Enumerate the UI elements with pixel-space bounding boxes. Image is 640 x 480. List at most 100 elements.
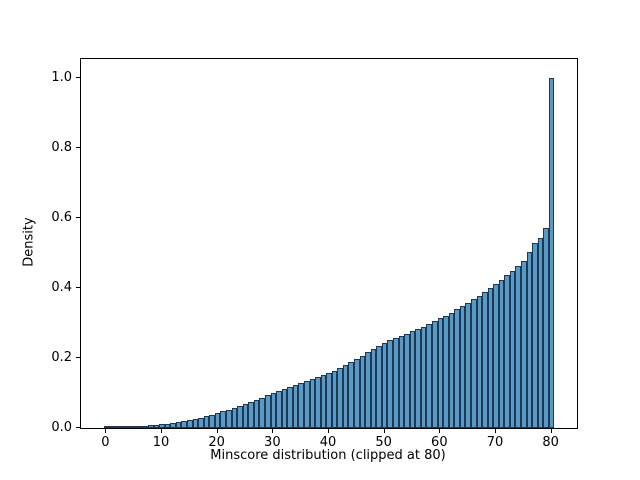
histogram-bar (415, 328, 421, 428)
x-tick-label: 30 (264, 435, 281, 450)
x-tick-label: 10 (152, 435, 170, 450)
x-tick-mark (105, 429, 107, 433)
x-tick-label: 50 (375, 435, 392, 450)
histogram-bar (253, 399, 260, 428)
histogram-bar (521, 261, 527, 428)
y-tick-mark (76, 427, 80, 428)
histogram-bar (404, 333, 410, 428)
x-tick-label: 40 (319, 435, 337, 450)
histogram-bar (181, 421, 188, 428)
histogram-bar (248, 401, 254, 428)
histogram-bar (320, 374, 327, 428)
histogram-bar (209, 414, 215, 428)
y-tick-mark (76, 147, 80, 149)
histogram-bar (465, 302, 471, 428)
histogram-bar (443, 315, 449, 428)
histogram-bar (109, 426, 115, 428)
histogram-bar (237, 405, 243, 428)
histogram-bar (192, 418, 199, 428)
x-tick-mark (160, 429, 162, 433)
histogram-bar (259, 397, 265, 428)
histogram-bar (381, 342, 388, 428)
histogram-bar (387, 340, 393, 428)
histogram-bar (337, 368, 343, 428)
histogram-bar (270, 393, 277, 428)
histogram-bar (303, 380, 310, 428)
histogram-bar (526, 251, 533, 428)
histogram-bar (220, 411, 226, 428)
x-tick-mark (495, 429, 496, 433)
y-tick-label: 0.0 (51, 420, 72, 435)
histogram-bar (354, 358, 360, 428)
histogram-bar (431, 321, 438, 428)
histogram-bar (476, 295, 483, 428)
histogram-bar (242, 403, 249, 428)
histogram-bar (287, 387, 293, 428)
y-tick-label: 0.6 (51, 210, 72, 226)
histogram-bar (393, 338, 399, 428)
histogram-bar (136, 425, 143, 428)
plot-area (80, 58, 578, 429)
histogram-bar (164, 423, 171, 428)
x-tick-label: 80 (542, 435, 559, 450)
histogram-bar (264, 395, 271, 428)
histogram-bar (198, 417, 204, 428)
x-tick-mark (383, 429, 385, 433)
histogram-bar (131, 426, 137, 428)
x-tick-label: 60 (431, 435, 448, 450)
y-tick-mark (76, 77, 80, 79)
y-tick-label: 1.0 (51, 70, 72, 86)
histogram-bar (203, 416, 210, 428)
x-tick-mark (439, 429, 441, 433)
histogram-bar (292, 385, 299, 428)
y-tick-mark (76, 287, 80, 289)
y-tick-label: 0.8 (51, 140, 72, 156)
histogram-bar (153, 424, 160, 428)
y-tick-label: 0.4 (51, 280, 72, 296)
x-tick-mark (328, 429, 329, 433)
x-axis-label: Minscore distribution (clipped at 80) (210, 448, 446, 463)
x-tick-label: 0 (101, 435, 110, 450)
histogram-bar (482, 291, 488, 428)
histogram-bar (448, 312, 455, 428)
histogram-bar (409, 331, 416, 428)
histogram-bar (103, 426, 110, 428)
histogram-bar (348, 361, 355, 428)
y-tick-label: 0.2 (51, 350, 72, 366)
x-tick-mark (550, 429, 552, 433)
histogram-bar (276, 391, 282, 428)
histogram-bar (148, 425, 154, 428)
histogram-bar (420, 326, 427, 428)
histogram-bar (498, 279, 505, 428)
histogram-bar (326, 372, 332, 428)
histogram-bar (470, 299, 477, 428)
x-tick-label: 70 (486, 435, 504, 450)
histogram-bar (487, 288, 494, 428)
histogram-bar (298, 383, 304, 428)
histogram-bar (226, 409, 232, 428)
histogram-bar (365, 352, 371, 428)
histogram-bar (281, 389, 288, 428)
histogram-bar (142, 425, 149, 428)
x-tick-mark (216, 429, 218, 433)
histogram-bar (376, 345, 382, 428)
histogram-bar (515, 266, 522, 428)
histogram-bar (331, 370, 338, 428)
histogram-bar (114, 426, 121, 428)
histogram-bar (187, 419, 193, 428)
histogram-bar (548, 78, 555, 428)
histogram-bar (532, 243, 538, 428)
histogram-bar (493, 284, 499, 428)
histogram-bar (231, 407, 238, 428)
histogram-bar (398, 335, 405, 428)
y-tick-mark (76, 217, 80, 219)
y-tick-mark (76, 357, 80, 359)
histogram-bar (359, 355, 366, 428)
histogram-bar (175, 422, 182, 428)
histogram-bar (459, 306, 466, 428)
x-tick-label: 20 (208, 435, 225, 450)
histogram-bar (454, 309, 460, 428)
histogram-bar (315, 377, 321, 428)
histogram-bar (504, 275, 510, 428)
